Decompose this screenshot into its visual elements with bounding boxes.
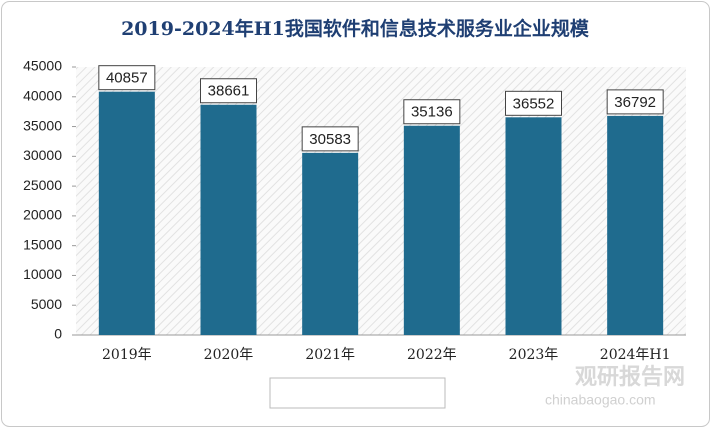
y-tick-label: 40000 <box>23 87 62 103</box>
x-tick-label: 2024年H1 <box>600 347 671 363</box>
bar <box>200 104 257 336</box>
y-tick-label: 30000 <box>23 147 62 163</box>
data-label: 36552 <box>513 95 555 112</box>
data-label: 36792 <box>614 94 656 111</box>
plot-area <box>76 67 686 335</box>
x-tick-label: 2021年 <box>305 347 355 363</box>
y-tick-label: 45000 <box>23 58 62 74</box>
bar <box>505 117 562 335</box>
x-tick-label: 2022年 <box>407 347 457 363</box>
bar <box>98 91 155 336</box>
chart-title: 2019-2024年H1我国软件和信息技术服务业企业规模 <box>121 17 590 40</box>
x-tick-label: 2023年 <box>509 347 559 363</box>
x-tick-label: 2020年 <box>204 347 254 363</box>
data-label: 30583 <box>309 131 351 148</box>
watermark-name: 观研报告网 <box>575 364 685 389</box>
data-label-box <box>403 99 461 125</box>
y-tick-label: 10000 <box>23 266 62 282</box>
data-label-box <box>606 89 664 115</box>
data-label-box <box>98 65 156 91</box>
data-label-box <box>505 90 562 116</box>
y-tick-label: 25000 <box>23 177 62 193</box>
bar <box>403 125 460 335</box>
watermark-url: chinabaogao.com <box>545 392 656 408</box>
data-label: 35136 <box>411 104 453 121</box>
data-label-box <box>301 126 359 152</box>
y-tick-label: 5000 <box>31 296 62 312</box>
bar <box>607 115 664 335</box>
y-tick-label: 0 <box>54 326 62 342</box>
y-tick-label: 20000 <box>23 207 62 223</box>
data-label: 38661 <box>208 83 250 100</box>
bar <box>302 152 359 335</box>
x-tick-label: 2019年 <box>102 347 152 363</box>
y-tick-label: 35000 <box>23 117 62 133</box>
data-label: 40857 <box>106 70 148 87</box>
legend-box <box>269 377 446 409</box>
y-tick-label: 15000 <box>23 236 62 252</box>
data-label-box <box>200 78 257 104</box>
